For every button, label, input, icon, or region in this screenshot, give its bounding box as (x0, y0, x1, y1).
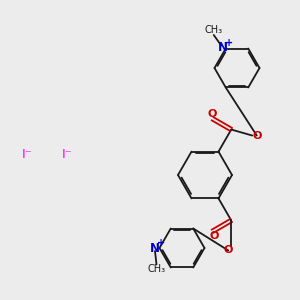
Text: +: + (157, 238, 165, 248)
Text: O: O (209, 231, 219, 241)
Text: N: N (150, 242, 160, 254)
Text: I⁻: I⁻ (22, 148, 32, 161)
Text: O: O (252, 130, 261, 140)
Text: +: + (225, 38, 233, 48)
Text: CH₃: CH₃ (147, 264, 166, 274)
Text: O: O (208, 109, 217, 119)
Text: I⁻: I⁻ (62, 148, 73, 161)
Text: CH₃: CH₃ (205, 25, 223, 34)
Text: N: N (218, 40, 228, 53)
Text: O: O (224, 245, 233, 256)
